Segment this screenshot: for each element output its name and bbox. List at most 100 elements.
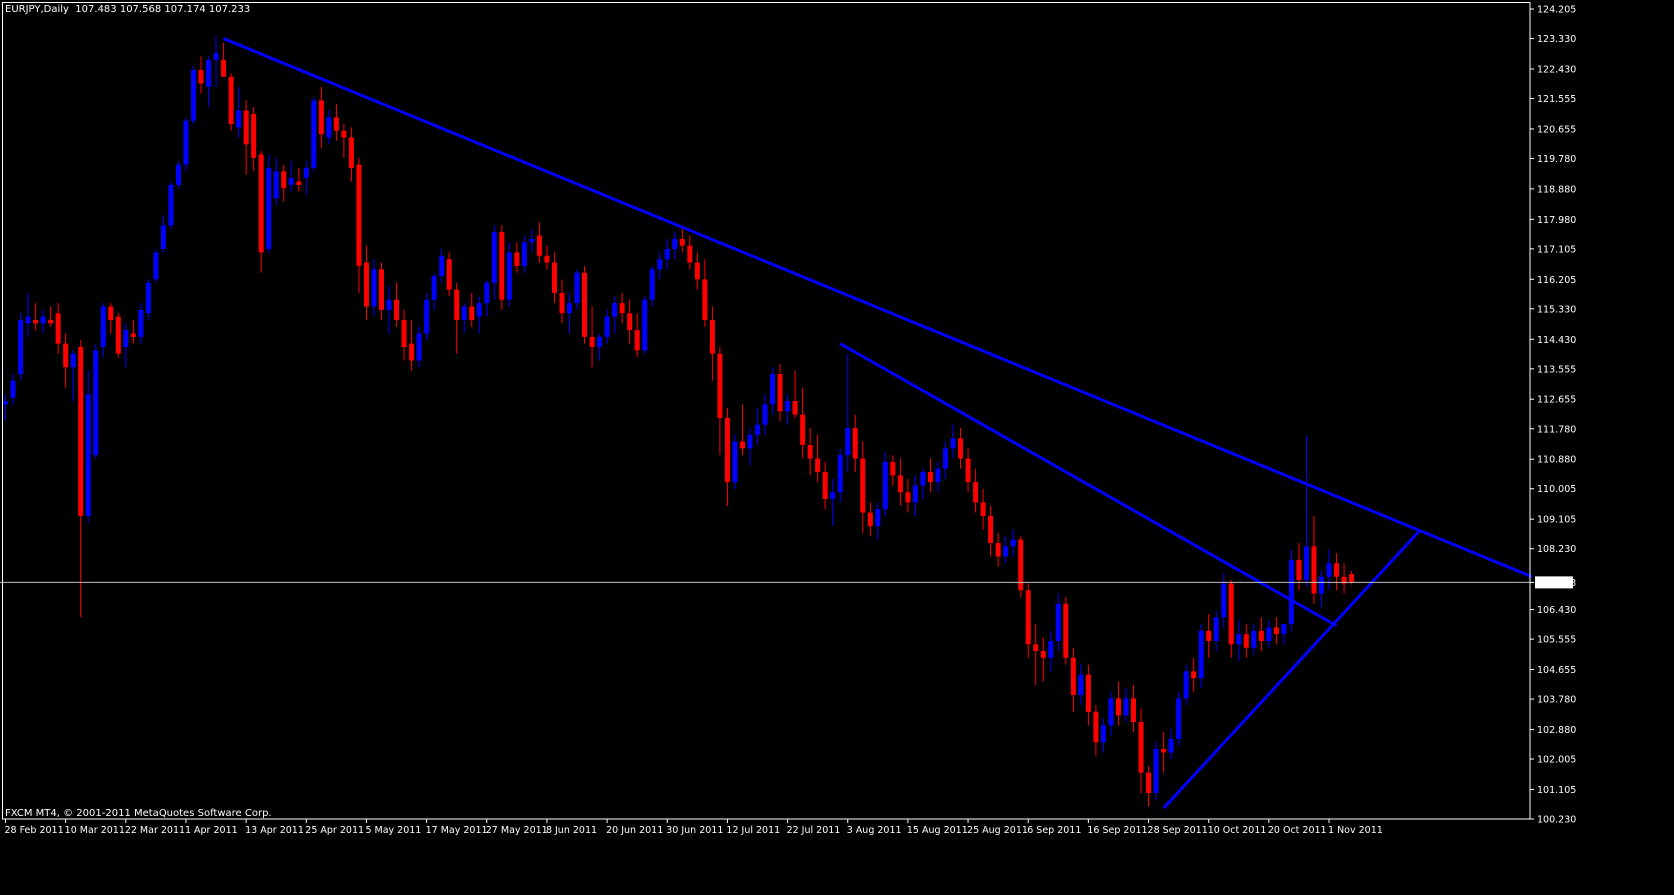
candle: [273, 157, 279, 206]
candle: [687, 235, 693, 270]
candle: [476, 296, 482, 334]
candle-body: [25, 316, 31, 324]
candle: [657, 252, 663, 280]
candle: [709, 306, 715, 381]
x-tick-label: 12 Jul 2011: [726, 825, 780, 836]
current-price-box: [1535, 576, 1573, 589]
candle: [484, 279, 490, 317]
x-tick-label: 1 Apr 2011: [185, 825, 238, 836]
candle-body: [469, 306, 475, 320]
candle: [288, 161, 294, 192]
candle-body: [18, 319, 24, 375]
candle: [739, 404, 745, 456]
candle: [845, 353, 851, 473]
candle: [935, 461, 941, 493]
candle: [258, 151, 264, 273]
candle: [100, 303, 106, 358]
candle-body: [980, 502, 986, 516]
candle: [912, 475, 918, 516]
y-tick-label: 116.205: [1537, 275, 1576, 286]
candle: [40, 309, 46, 334]
candle: [634, 313, 640, 358]
x-tick-label: 20 Jun 2011: [606, 825, 663, 836]
y-tick-label: 105.555: [1537, 635, 1576, 646]
candle: [1303, 434, 1309, 587]
candle: [800, 387, 806, 459]
candle-body: [363, 262, 369, 307]
candle-body: [882, 461, 888, 510]
candle: [702, 259, 708, 327]
candle-body: [296, 181, 302, 185]
candle: [1093, 705, 1099, 756]
candle: [130, 319, 136, 344]
candle: [521, 235, 527, 273]
candle: [206, 56, 212, 108]
candle-body: [63, 343, 69, 368]
candle-body: [401, 319, 407, 348]
y-tick-label: 122.430: [1537, 64, 1576, 75]
candle: [213, 36, 219, 87]
candle-body: [657, 259, 663, 270]
candle: [536, 222, 542, 263]
y-tick-label: 108.230: [1537, 544, 1576, 555]
candle-body: [1228, 583, 1234, 645]
candle: [33, 303, 39, 331]
candle-body: [78, 347, 84, 516]
candle: [943, 441, 948, 479]
candle: [815, 434, 821, 483]
candle: [191, 66, 196, 125]
candle-body: [439, 255, 445, 277]
candle-body: [815, 458, 821, 473]
candle-body: [1243, 634, 1249, 648]
candle-body: [1191, 671, 1197, 679]
x-tick-label: 5 May 2011: [365, 825, 421, 836]
candle-body: [709, 319, 715, 354]
candle-body: [958, 438, 964, 459]
candle-body: [454, 289, 460, 320]
y-tick-label: 123.330: [1537, 34, 1576, 45]
candle-body: [1281, 624, 1287, 635]
candle: [694, 252, 700, 290]
candle-body: [160, 225, 166, 250]
candle-body: [288, 178, 294, 185]
candle-body: [1108, 698, 1114, 726]
candle-body: [514, 252, 520, 266]
candle-body: [100, 306, 106, 348]
candle-body: [1153, 749, 1159, 793]
candle: [266, 154, 272, 253]
candle-body: [130, 333, 136, 337]
y-tick-label: 103.780: [1537, 695, 1576, 706]
y-tick-label: 119.780: [1537, 154, 1576, 165]
candle-body: [574, 272, 580, 304]
candle-body: [446, 259, 452, 290]
candle: [664, 238, 670, 270]
candle: [724, 407, 730, 506]
candle: [1206, 613, 1212, 658]
candle-body: [1319, 576, 1324, 594]
candle-body: [679, 238, 685, 246]
candle-body: [687, 245, 693, 263]
candle: [303, 161, 309, 195]
candle: [1146, 765, 1152, 807]
candle-body: [702, 279, 708, 320]
candle: [108, 303, 114, 334]
candle-body: [108, 306, 114, 320]
candle: [168, 181, 174, 229]
candle: [1115, 681, 1121, 726]
candle-body: [228, 76, 234, 125]
trendline: [1162, 530, 1421, 810]
candle-body: [1115, 698, 1121, 716]
trendlines-layer: [223, 37, 1533, 810]
candle-body: [589, 336, 595, 348]
candle-body: [890, 461, 896, 476]
x-tick-label: 1 Nov 2011: [1328, 825, 1383, 836]
candle: [777, 363, 783, 422]
candle-body: [544, 255, 550, 263]
candle-body: [221, 59, 227, 77]
candle-body: [965, 458, 971, 483]
candle: [1296, 542, 1302, 591]
candle: [379, 262, 384, 320]
candle: [145, 279, 151, 320]
candle-body: [1183, 671, 1189, 699]
